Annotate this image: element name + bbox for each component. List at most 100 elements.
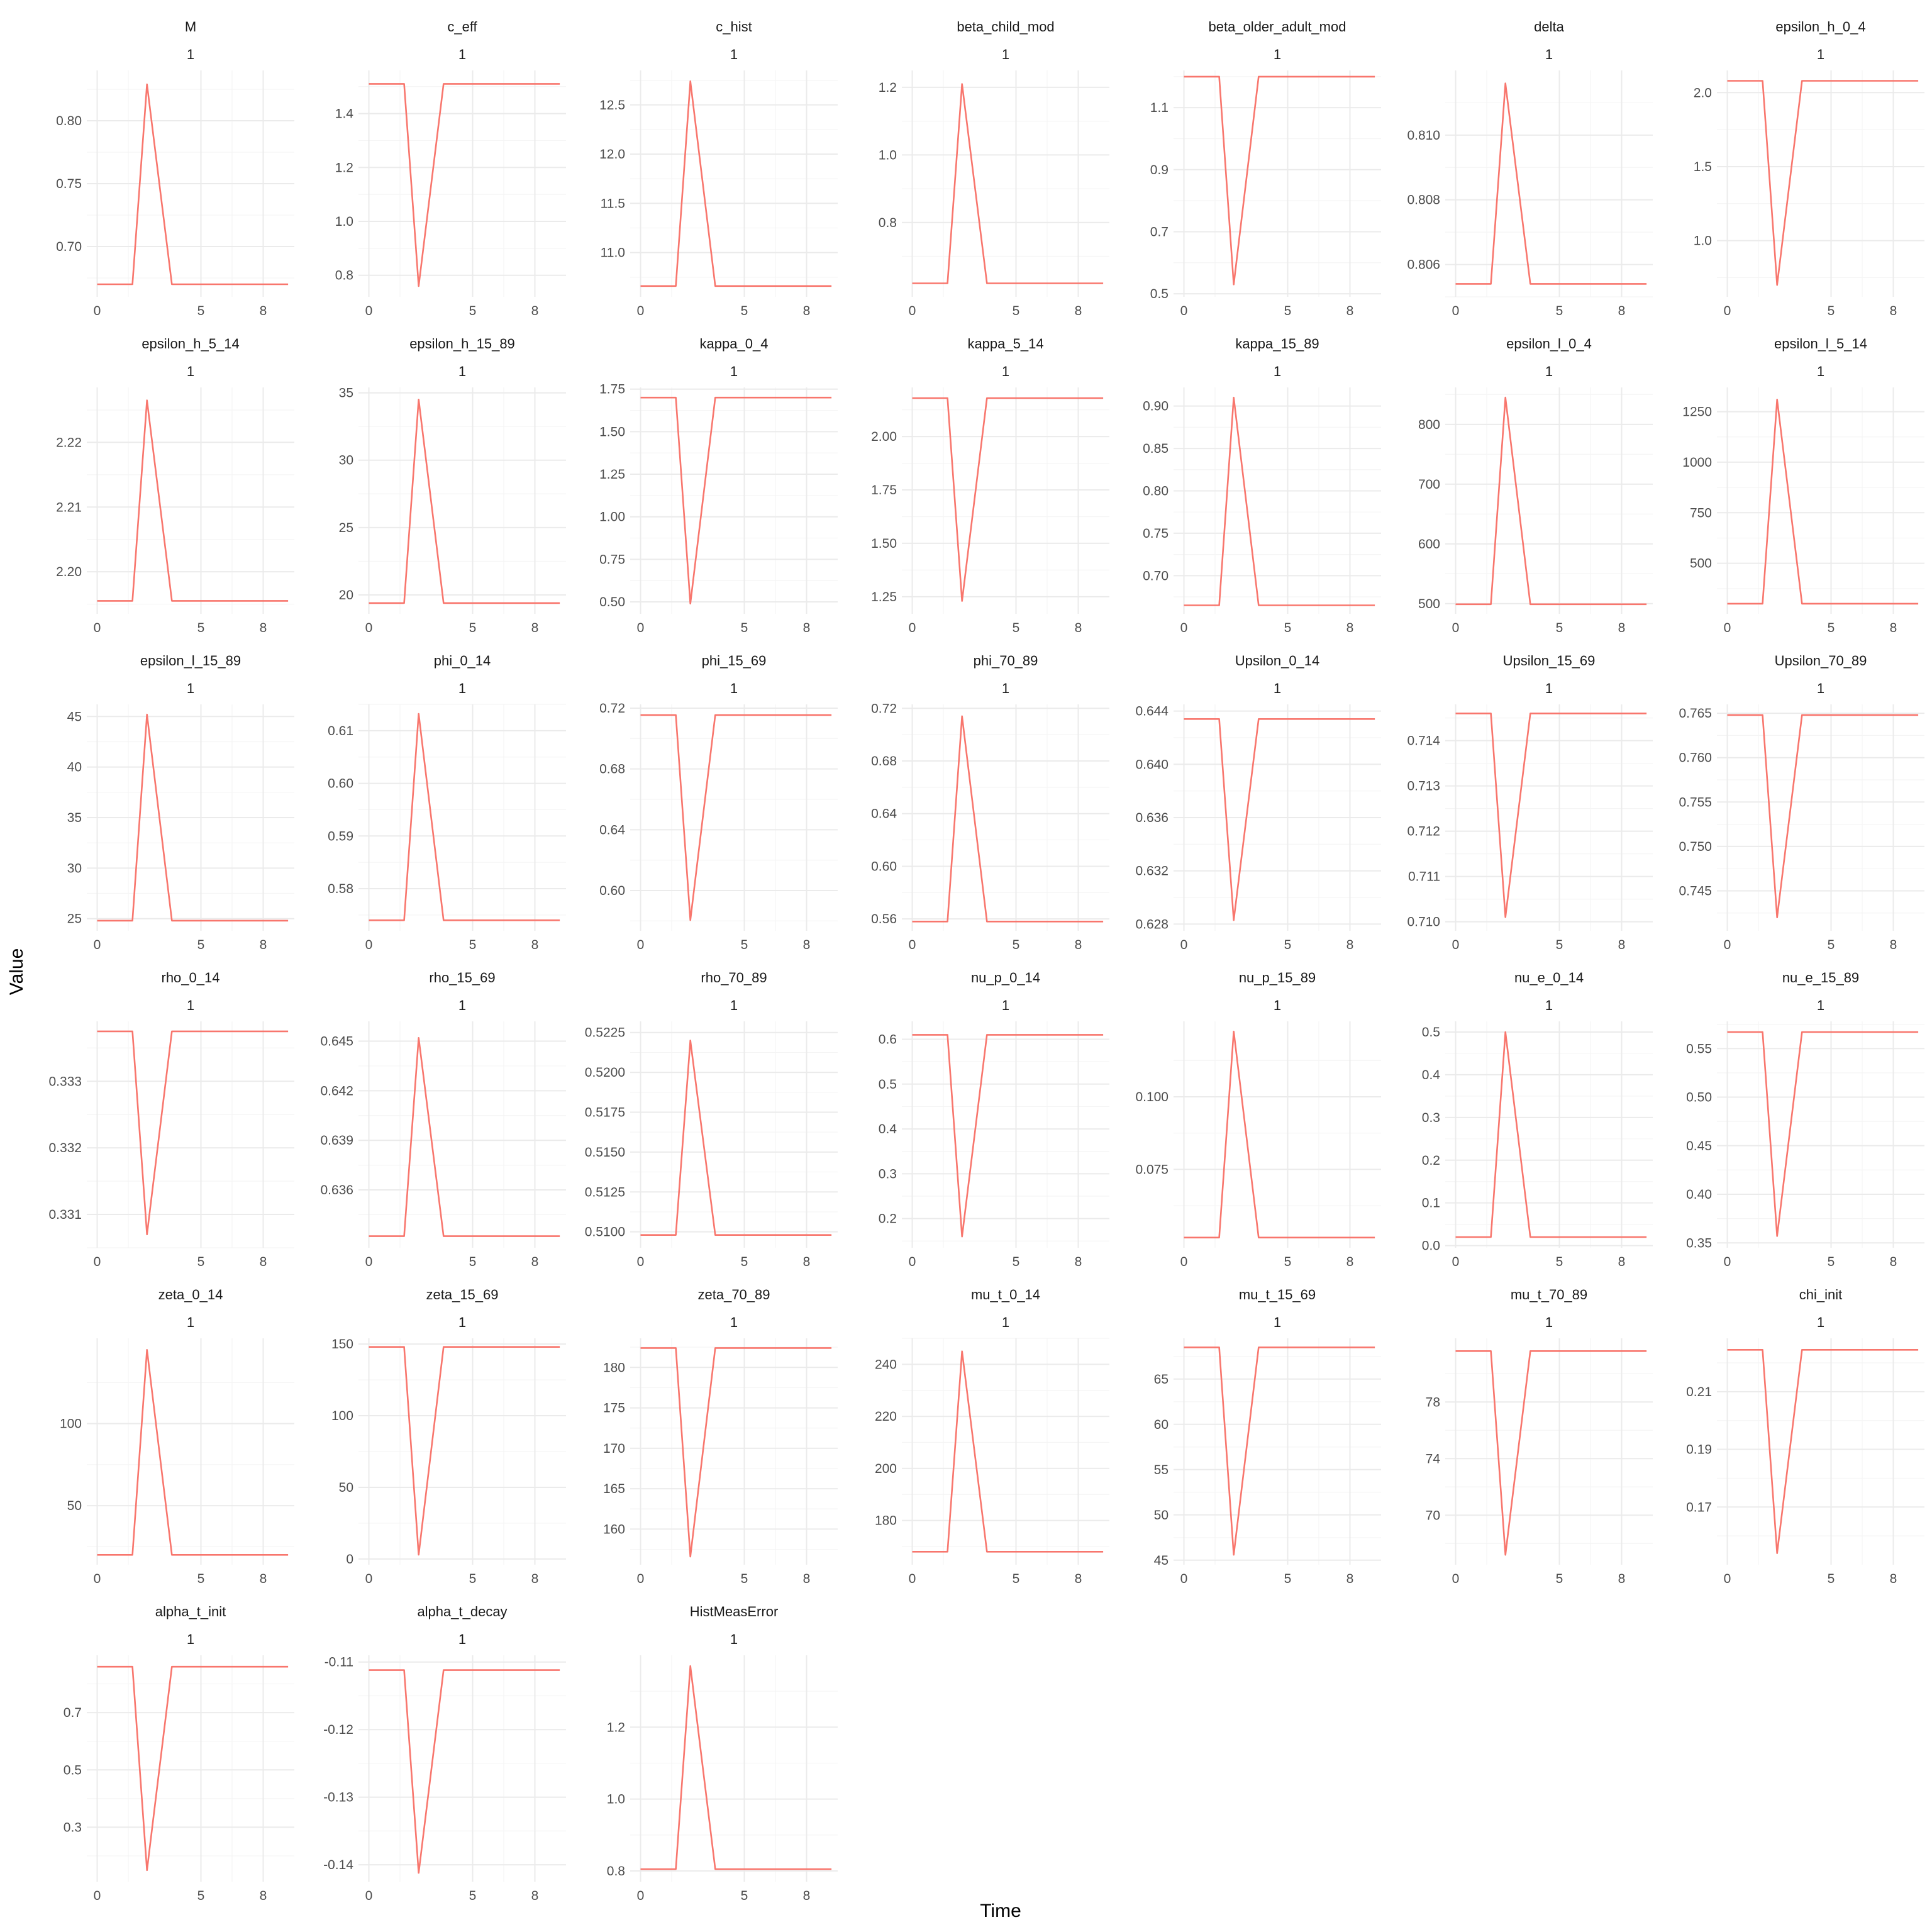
panel-title: nu_e_0_14 [1514,970,1584,985]
panel-title: beta_older_adult_mod [1209,19,1346,35]
y-tick-label: 0.72 [599,701,625,716]
panel-subtitle: 1 [1002,1314,1009,1330]
y-tick-label: 0.5150 [585,1145,625,1160]
series-line [912,397,1104,602]
series-line [1184,75,1375,286]
series-line [97,1030,289,1236]
series-line [1455,1031,1647,1238]
y-tick-label: 65 [1154,1372,1169,1387]
y-tick-label: 0.628 [1135,917,1169,931]
y-tick-label: -0.12 [323,1723,353,1737]
x-tick-label: 5 [741,938,748,952]
series-line [1184,396,1375,606]
x-tick-label: 0 [1452,938,1460,952]
x-tick-label: 5 [197,938,205,952]
panel-kappa-15-89: 0.70 0.75 0.80 0.85 0.90 0 5 8 kappa_15_89 1 [1143,336,1381,635]
panel-phi-15-69: 0.60 0.64 0.68 0.72 0 5 8 phi_15_69 1 [599,653,838,952]
x-tick-label: 0 [1724,1255,1731,1269]
y-tick-label: 0.713 [1407,779,1440,794]
panel-title: epsilon_l_5_14 [1774,336,1867,352]
panel-delta: 0.806 0.808 0.810 0 5 8 delta 1 [1407,19,1653,318]
x-tick-label: 5 [1013,621,1020,635]
x-tick-label: 5 [1828,1572,1835,1586]
series-line [369,83,560,287]
x-tick-label: 0 [94,304,101,318]
x-tick-label: 8 [531,304,539,318]
y-tick-label: 1.1 [1150,101,1169,115]
y-tick-label: 0.075 [1135,1162,1169,1177]
y-tick-label: 0.60 [871,859,897,874]
series-line [1727,1031,1919,1237]
x-tick-label: 5 [1828,1255,1835,1269]
x-tick-label: 8 [1618,304,1626,318]
y-tick-label: 1.75 [599,382,625,397]
panel-title: nu_p_15_89 [1239,970,1316,985]
y-tick-label: 200 [875,1462,897,1476]
y-tick-label: 0.3 [64,1820,82,1835]
panel-subtitle: 1 [1817,364,1824,379]
x-tick-label: 0 [365,304,373,318]
x-tick-label: 0 [637,621,645,635]
y-tick-label: 45 [67,709,82,724]
y-tick-label: 35 [339,386,353,401]
x-tick-label: 5 [1284,621,1292,635]
panel-subtitle: 1 [1002,680,1009,696]
panel-title: Upsilon_15_69 [1503,653,1596,669]
y-tick-label: 1.0 [1694,234,1712,248]
y-tick-label: 0.100 [1135,1090,1169,1104]
panel-title: zeta_15_69 [426,1287,499,1302]
x-tick-label: 5 [1013,938,1020,952]
panel-title: chi_init [1799,1287,1842,1302]
x-tick-label: 8 [1075,304,1082,318]
y-tick-label: 12.5 [599,98,625,113]
y-tick-label: 0.75 [599,552,625,567]
panel-subtitle: 1 [1545,997,1553,1013]
y-tick-label: 20 [339,588,353,602]
y-tick-label: 1.50 [599,425,625,439]
y-tick-label: 1.2 [607,1720,625,1735]
x-tick-label: 8 [1346,621,1354,635]
panel-title: Upsilon_70_89 [1775,653,1867,669]
x-tick-label: 8 [1890,1255,1897,1269]
x-tick-label: 5 [1556,621,1563,635]
y-tick-label: 0.9 [1150,163,1169,177]
x-tick-label: 0 [1180,1255,1188,1269]
y-tick-label: 0.5100 [585,1225,625,1240]
y-tick-label: -0.13 [323,1790,353,1805]
panel-title: rho_70_89 [701,970,767,985]
panel-alpha-t-decay: -0.14 -0.13 -0.12 -0.11 0 5 8 alpha_t_decay 1 [323,1604,566,1903]
y-tick-label: 0.4 [879,1122,897,1136]
x-tick-label: 5 [741,1255,748,1269]
x-tick-label: 5 [197,1255,205,1269]
y-tick-label: 2.0 [1694,86,1712,100]
y-tick-label: 50 [339,1480,353,1495]
y-tick-label: 0.2 [1422,1153,1440,1168]
y-tick-label: 0.72 [871,701,897,716]
y-tick-label: 0.45 [1686,1139,1712,1153]
series-line [1727,714,1919,919]
y-tick-label: 0.7 [1150,225,1169,239]
y-tick-label: 220 [875,1409,897,1424]
panel-subtitle: 1 [1274,680,1281,696]
panel-subtitle: 1 [1274,47,1281,62]
y-tick-label: 0.85 [1143,441,1169,456]
y-tick-label: 0.70 [56,240,82,254]
y-tick-label: 0.68 [871,754,897,769]
x-tick-label: 8 [803,938,811,952]
y-tick-label: 0.55 [1686,1041,1712,1056]
series-line [912,1034,1104,1238]
x-tick-label: 8 [1618,1255,1626,1269]
y-axis-title: Value [6,948,27,996]
y-tick-label: 30 [339,453,353,468]
x-tick-label: 5 [1556,1572,1563,1586]
y-tick-label: 0.636 [1135,811,1169,825]
x-tick-label: 5 [1556,1255,1563,1269]
panel-nu-e-0-14: 0.0 0.1 0.2 0.3 0.4 0.5 0 5 8 nu_e_0_14 1 [1422,970,1653,1269]
panel-title: beta_child_mod [957,19,1054,35]
panel-subtitle: 1 [1002,47,1009,62]
x-tick-label: 8 [1075,1572,1082,1586]
panel-rho-15-69: 0.636 0.639 0.642 0.645 0 5 8 rho_15_69 1 [320,970,566,1269]
panel-subtitle: 1 [187,1314,194,1330]
panel-title: c_hist [716,19,752,35]
panel-epsilon-h-15-89: 20 25 30 35 0 5 8 epsilon_h_15_89 1 [339,336,566,635]
